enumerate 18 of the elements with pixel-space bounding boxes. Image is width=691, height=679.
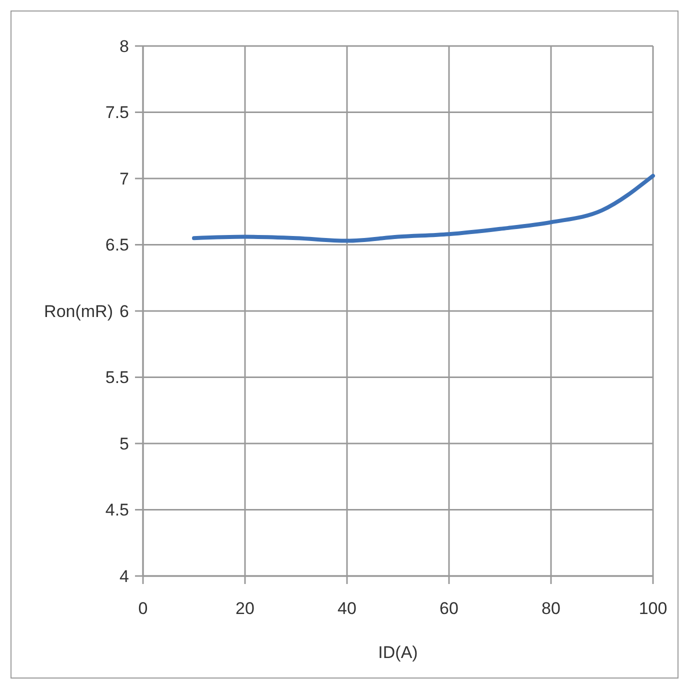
x-tick-label: 40: [338, 599, 356, 618]
y-tick-label: 5: [120, 434, 129, 454]
y-tick-label: 7.5: [105, 103, 129, 122]
line-series: [192, 174, 655, 243]
y-axis-title: Ron(mR): [44, 302, 113, 321]
y-tick-label: 8: [120, 36, 129, 56]
x-tick-label: 0: [138, 599, 148, 618]
y-tick-label: 7: [120, 169, 129, 188]
y-tick-label: 5.5: [105, 368, 129, 388]
x-tick-label: 80: [542, 599, 560, 618]
y-tick-label: 6.5: [105, 236, 129, 255]
x-tick-label: 60: [440, 599, 458, 618]
x-axis-title: ID(A): [378, 643, 418, 662]
y-tick-label: 4.5: [105, 500, 129, 520]
y-tick-label: 4: [120, 566, 129, 586]
x-tick-label: 100: [638, 599, 668, 618]
y-tick-label: 6: [120, 302, 129, 321]
x-tick-label: 20: [236, 599, 254, 618]
